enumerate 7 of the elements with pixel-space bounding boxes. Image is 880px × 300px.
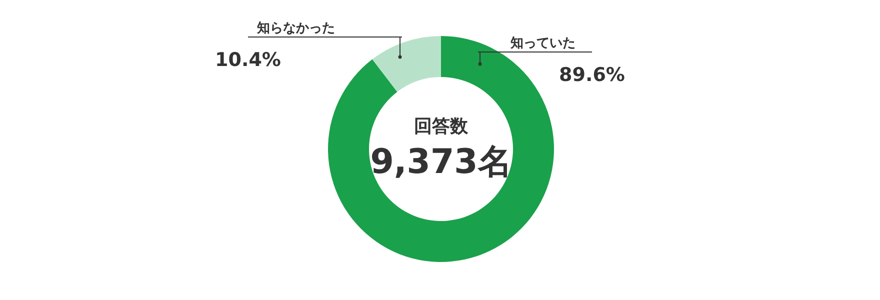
donut-slice	[372, 36, 441, 92]
data-label: 89.6%	[559, 64, 625, 86]
slice-label: 知らなかった	[256, 21, 335, 36]
text: 9,373名	[370, 142, 512, 182]
text: 回答数	[414, 116, 469, 137]
data-label: 10.4%	[215, 49, 281, 71]
slice-label: 知っていた	[510, 36, 576, 51]
